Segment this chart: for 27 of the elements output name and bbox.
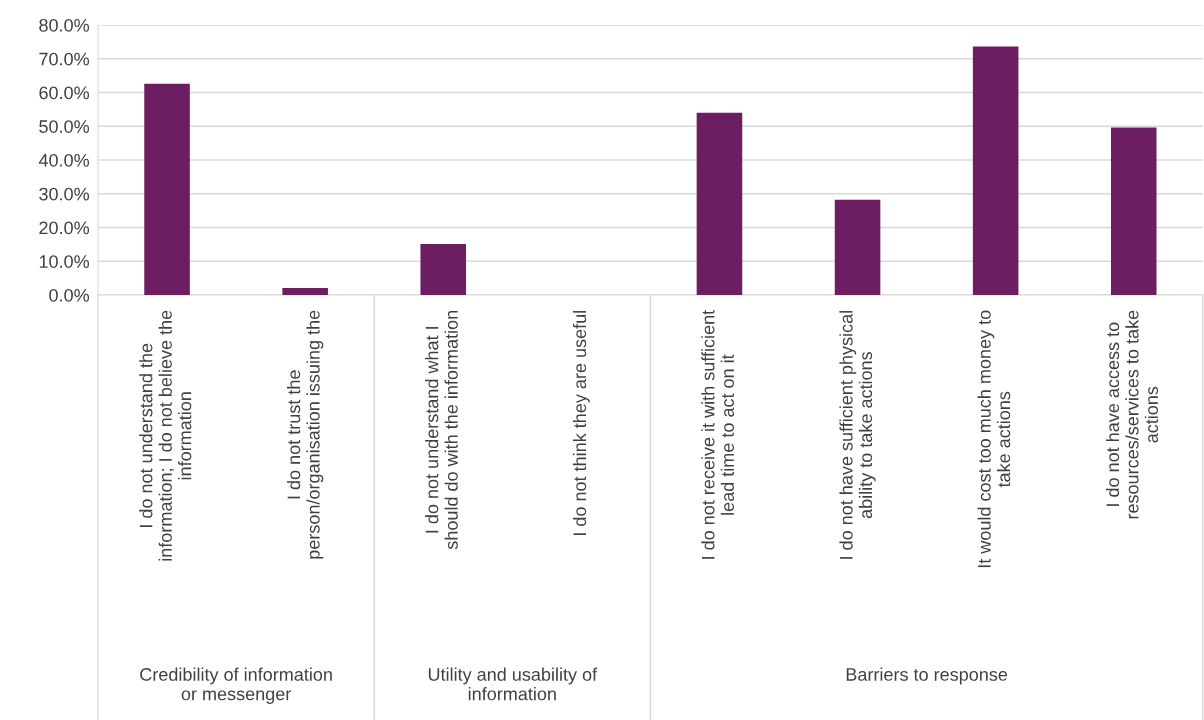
y-tick-label: 0.0% bbox=[49, 288, 90, 302]
x-tick-label: It would cost too much money to take actions bbox=[977, 310, 1011, 568]
y-tick-label: 30.0% bbox=[39, 187, 90, 201]
y-tick-label: 20.0% bbox=[39, 221, 90, 235]
x-tick-label: I do not trust the person/organisation issuing the bbox=[287, 310, 324, 559]
y-tick-label: 10.0% bbox=[39, 255, 90, 268]
bar bbox=[696, 112, 743, 295]
x-tick-label: I do not have sufficient physical ability to take actions bbox=[839, 311, 876, 559]
y-tick-label: 70.0% bbox=[39, 52, 90, 66]
y-tick-label: 80.0% bbox=[39, 18, 90, 32]
bar bbox=[144, 83, 190, 295]
x-tick-label: I do not receive it with sufficient lead time to act on it bbox=[701, 309, 735, 559]
y-tick-label: 60.0% bbox=[39, 86, 90, 100]
bar bbox=[1110, 127, 1157, 295]
bar bbox=[282, 287, 328, 295]
y-tick-label: 40.0% bbox=[38, 153, 90, 167]
x-tick-label: I do not understand the information; I do not believe the information bbox=[139, 310, 192, 561]
text: Utility and usability of information bbox=[428, 667, 598, 701]
text: Credibility of information or messenger bbox=[140, 667, 332, 704]
bar bbox=[972, 46, 1019, 295]
bar bbox=[420, 244, 467, 295]
y-tick-label: 50.0% bbox=[39, 120, 90, 133]
bar bbox=[834, 199, 881, 295]
x-tick-label: I do not understand what I should do with the information bbox=[425, 311, 458, 550]
text: Barriers to response bbox=[846, 667, 1008, 685]
x-tick-label: I do not have access to resources/services to take actions bbox=[1105, 310, 1159, 519]
x-tick-label: I do not think they are useful bbox=[572, 311, 590, 536]
